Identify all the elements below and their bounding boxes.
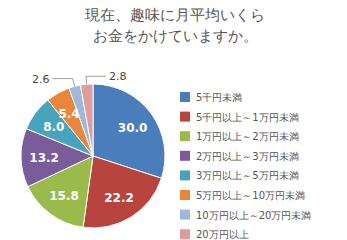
legend-label: 10万円以上～20万円未満 xyxy=(196,210,311,221)
chart-title: 現在、趣味に月平均いくらお金をかけていますか。 xyxy=(85,6,265,45)
data-labels: 30.0 22.2 15.8 13.2 8.05.4 2.6 2.8 xyxy=(29,70,147,205)
legend-label: 5千円以上～1万円未満 xyxy=(196,112,299,123)
legend: 5千円未満 5千円以上～1万円未満 1万円以上～2万円未満 2万円以上～3万円未満 3万… xyxy=(180,92,311,240)
leader-line xyxy=(53,79,75,87)
legend-label: 3万円以上～5万円未満 xyxy=(196,170,299,181)
legend-label: 5万円以上～10万円未満 xyxy=(196,190,305,201)
legend-swatch xyxy=(180,131,190,141)
data-label: 15.8 xyxy=(49,189,79,203)
data-label: 8.0 xyxy=(43,120,64,134)
data-label: 30.0 xyxy=(118,121,148,135)
legend-swatch xyxy=(180,229,190,239)
slices xyxy=(21,84,165,228)
leader-line xyxy=(86,76,106,84)
legend-swatch xyxy=(180,92,190,102)
legend-label: 2万円以上～3万円未満 xyxy=(196,151,299,162)
data-label: 13.2 xyxy=(29,151,59,165)
legend-swatch xyxy=(180,170,190,180)
legend-swatch xyxy=(180,210,190,220)
title-line: お金をかけていますか。 xyxy=(93,27,258,45)
legend-label: 5千円未満 xyxy=(196,92,242,103)
legend-swatch xyxy=(180,112,190,122)
data-label: 22.2 xyxy=(104,191,134,205)
data-label: 2.6 xyxy=(32,73,50,86)
pie-slice xyxy=(83,156,161,228)
data-label: 2.8 xyxy=(109,70,127,83)
title-line: 現在、趣味に月平均いくら xyxy=(85,6,265,24)
data-label: 5.4 xyxy=(58,107,79,121)
pie-slice xyxy=(80,84,93,156)
legend-swatch xyxy=(180,190,190,200)
legend-label: 20万円以上 xyxy=(196,229,249,240)
legend-label: 1万円以上～2万円未満 xyxy=(196,131,299,142)
legend-swatch xyxy=(180,151,190,161)
chart: 現在、趣味に月平均いくらお金をかけていますか。 30.0 22.2 15.8 13.2 8… xyxy=(0,0,347,240)
